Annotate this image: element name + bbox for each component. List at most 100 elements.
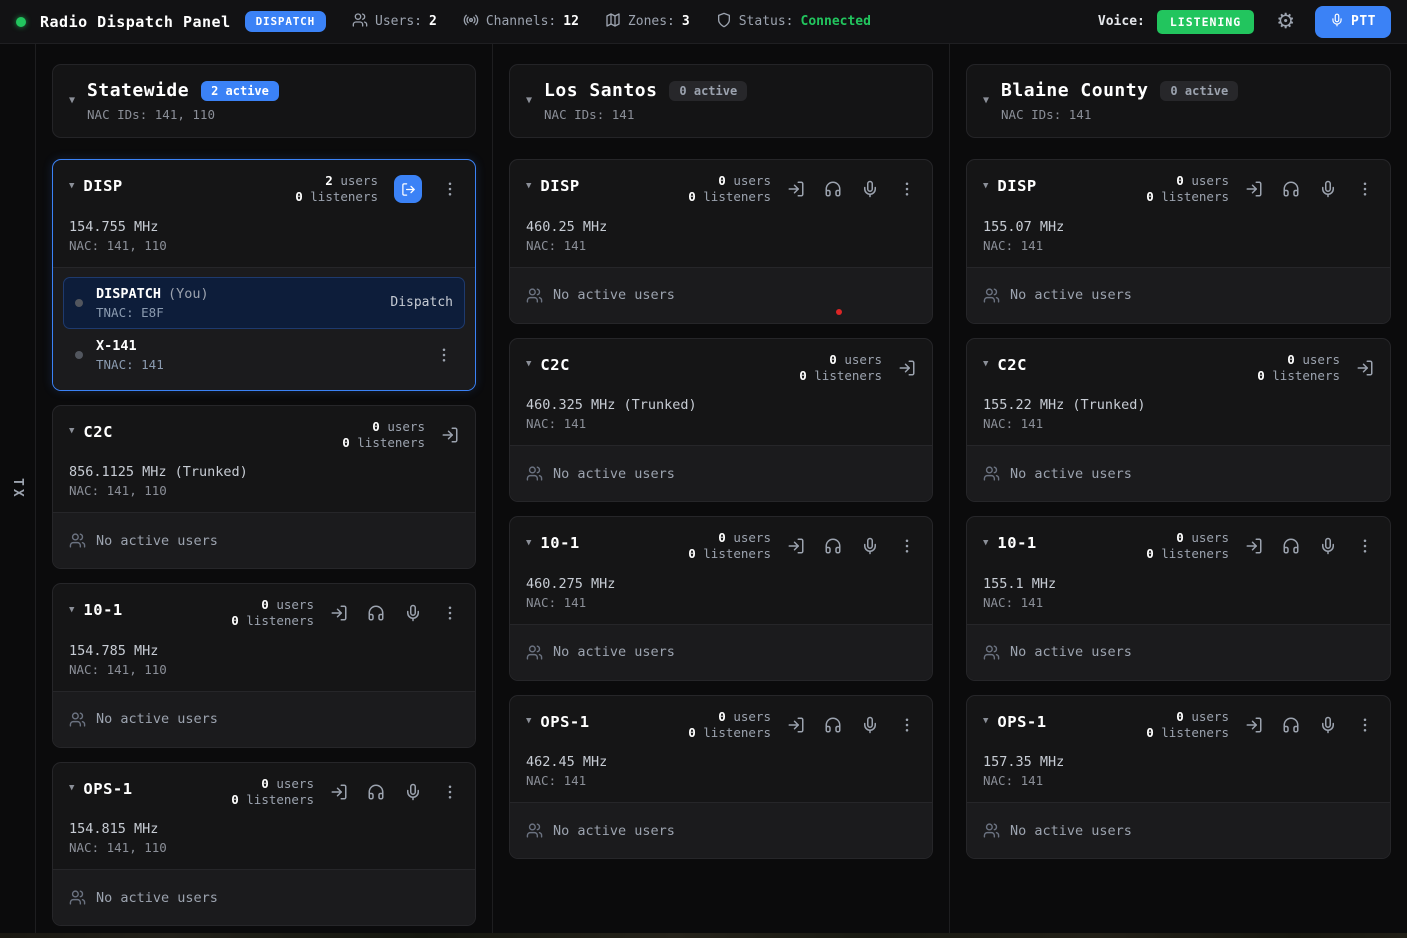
channel-mic-button[interactable] — [404, 604, 422, 622]
no-active-users-label: No active users — [553, 644, 675, 660]
channel-title[interactable]: ▼ C2C — [526, 356, 570, 374]
join-channel-button[interactable] — [787, 716, 805, 734]
join-channel-button[interactable] — [898, 359, 916, 377]
channel-title[interactable]: ▼ 10-1 — [69, 601, 123, 619]
users-count: 0 — [829, 351, 837, 367]
mic-icon — [1322, 181, 1334, 198]
listeners-count: 0 — [231, 613, 239, 629]
no-active-users: No active users — [53, 512, 475, 568]
member-row[interactable]: DISPATCH (You) TNAC: E8F Dispatch — [63, 276, 465, 329]
join-channel-button[interactable] — [1245, 537, 1263, 555]
member-menu-button[interactable] — [435, 346, 453, 364]
listen-channel-button[interactable] — [824, 180, 842, 198]
join-channel-button[interactable] — [787, 537, 805, 555]
channel-menu-button[interactable] — [441, 180, 459, 198]
join-channel-button[interactable] — [441, 426, 459, 444]
channel-nac: NAC: 141 — [526, 594, 587, 610]
listen-channel-button[interactable] — [1282, 537, 1300, 555]
channel-menu-button[interactable] — [898, 537, 916, 555]
channel-card-header: ▼ DISP 2 users 0 listeners 154.755 MHz NAC: 1… — [53, 160, 475, 267]
channel-menu-button[interactable] — [441, 783, 459, 801]
channel-mic-button[interactable] — [861, 716, 879, 734]
users-icon — [526, 644, 543, 660]
channel-mic-button[interactable] — [861, 180, 879, 198]
no-active-users-label: No active users — [1010, 822, 1132, 839]
channel-name: C2C — [997, 355, 1027, 374]
channel-mic-button[interactable] — [1319, 180, 1337, 198]
channel-menu-button[interactable] — [1356, 537, 1374, 555]
listen-channel-button[interactable] — [367, 604, 385, 622]
channel-menu-button[interactable] — [1356, 180, 1374, 198]
channel-title[interactable]: ▼ 10-1 — [526, 534, 580, 552]
channel-title[interactable]: ▼ DISP — [526, 177, 580, 195]
log-out-icon — [401, 183, 415, 196]
channel-name: OPS-1 — [997, 712, 1047, 731]
channel-header-right: 0 users 0 listeners — [1146, 709, 1374, 742]
channel-menu-button[interactable] — [898, 180, 916, 198]
join-channel-button[interactable] — [330, 783, 348, 801]
zone-header[interactable]: ▼ Los Santos 0 active NAC IDs: 141 — [509, 64, 933, 138]
listen-channel-button[interactable] — [1282, 716, 1300, 734]
channel-mic-button[interactable] — [861, 537, 879, 555]
listeners-count: 0 — [688, 546, 696, 562]
chevron-down-icon: ▼ — [983, 95, 990, 106]
map-icon — [605, 12, 621, 32]
channel-menu-button[interactable] — [441, 604, 459, 622]
channel-card-header: ▼ DISP 0 users 0 listeners 155.07 MHz NAC: 14… — [967, 160, 1390, 267]
channel-actions — [1245, 180, 1374, 198]
channel-title[interactable]: ▼ OPS-1 — [69, 780, 133, 798]
channel-title[interactable]: ▼ OPS-1 — [983, 713, 1047, 731]
zone-header[interactable]: ▼ Blaine County 0 active NAC IDs: 141 — [966, 64, 1391, 138]
channel-mic-button[interactable] — [404, 783, 422, 801]
channel-title[interactable]: ▼ DISP — [983, 177, 1037, 195]
users-icon — [69, 711, 86, 727]
no-active-users: No active users — [967, 623, 1390, 680]
zone-header[interactable]: ▼ Statewide 2 active NAC IDs: 141, 110 — [52, 64, 476, 138]
member-info: DISPATCH (You) TNAC: E8F — [96, 286, 209, 320]
channel-nac: NAC: 141 — [983, 416, 1044, 431]
users-icon — [526, 287, 543, 303]
listeners-count-line: 0 listeners — [231, 792, 314, 808]
tx-side-tab[interactable]: TX — [0, 44, 36, 933]
users-count-label: users — [733, 708, 771, 724]
mic-icon — [864, 538, 876, 555]
no-active-users-label: No active users — [96, 711, 218, 727]
join-channel-button[interactable] — [787, 180, 805, 198]
channel-title[interactable]: ▼ DISP — [69, 177, 123, 195]
shield-icon — [717, 12, 730, 27]
channel-title[interactable]: ▼ C2C — [69, 423, 113, 441]
headphones-icon — [1283, 717, 1299, 733]
channel-title[interactable]: ▼ 10-1 — [983, 534, 1037, 552]
channel-menu-button[interactable] — [1356, 716, 1374, 734]
channel-title[interactable]: ▼ OPS-1 — [526, 713, 590, 731]
listen-channel-button[interactable] — [1282, 180, 1300, 198]
zone-name: Statewide — [87, 80, 190, 101]
listen-channel-button[interactable] — [824, 716, 842, 734]
leave-channel-button[interactable] — [394, 175, 422, 204]
channel-name: OPS-1 — [540, 712, 590, 731]
join-channel-button[interactable] — [1356, 359, 1374, 377]
listeners-count-line: 0 listeners — [1146, 725, 1229, 741]
member-tnac: TNAC: E8F — [96, 304, 164, 320]
listeners-count: 0 — [1146, 724, 1154, 740]
channel-mic-button[interactable] — [1319, 716, 1337, 734]
member-right — [435, 346, 453, 364]
channel-name: DISP — [540, 177, 580, 195]
channel-header-row: ▼ DISP 2 users 0 listeners — [69, 173, 459, 206]
channel-mic-button[interactable] — [1319, 537, 1337, 555]
join-channel-button[interactable] — [1245, 716, 1263, 734]
channel-header-row: ▼ 10-1 0 users 0 listeners — [526, 530, 916, 563]
channel-menu-button[interactable] — [898, 716, 916, 734]
channel-title[interactable]: ▼ C2C — [983, 356, 1027, 374]
topbar-right: Voice: LISTENING ⚙ PTT — [1098, 5, 1391, 38]
users-icon — [983, 644, 1000, 660]
ptt-button[interactable]: PTT — [1315, 5, 1391, 38]
channel-header-right: 0 users 0 listeners — [688, 709, 916, 742]
join-channel-button[interactable] — [1245, 180, 1263, 198]
top-bar: Radio Dispatch Panel DISPATCH Users: 2 Cha… — [0, 0, 1407, 44]
settings-gear-icon[interactable]: ⚙ — [1276, 10, 1296, 33]
join-channel-button[interactable] — [330, 604, 348, 622]
listen-channel-button[interactable] — [824, 537, 842, 555]
member-row[interactable]: X-141 TNAC: 141 — [63, 329, 465, 381]
listen-channel-button[interactable] — [367, 783, 385, 801]
